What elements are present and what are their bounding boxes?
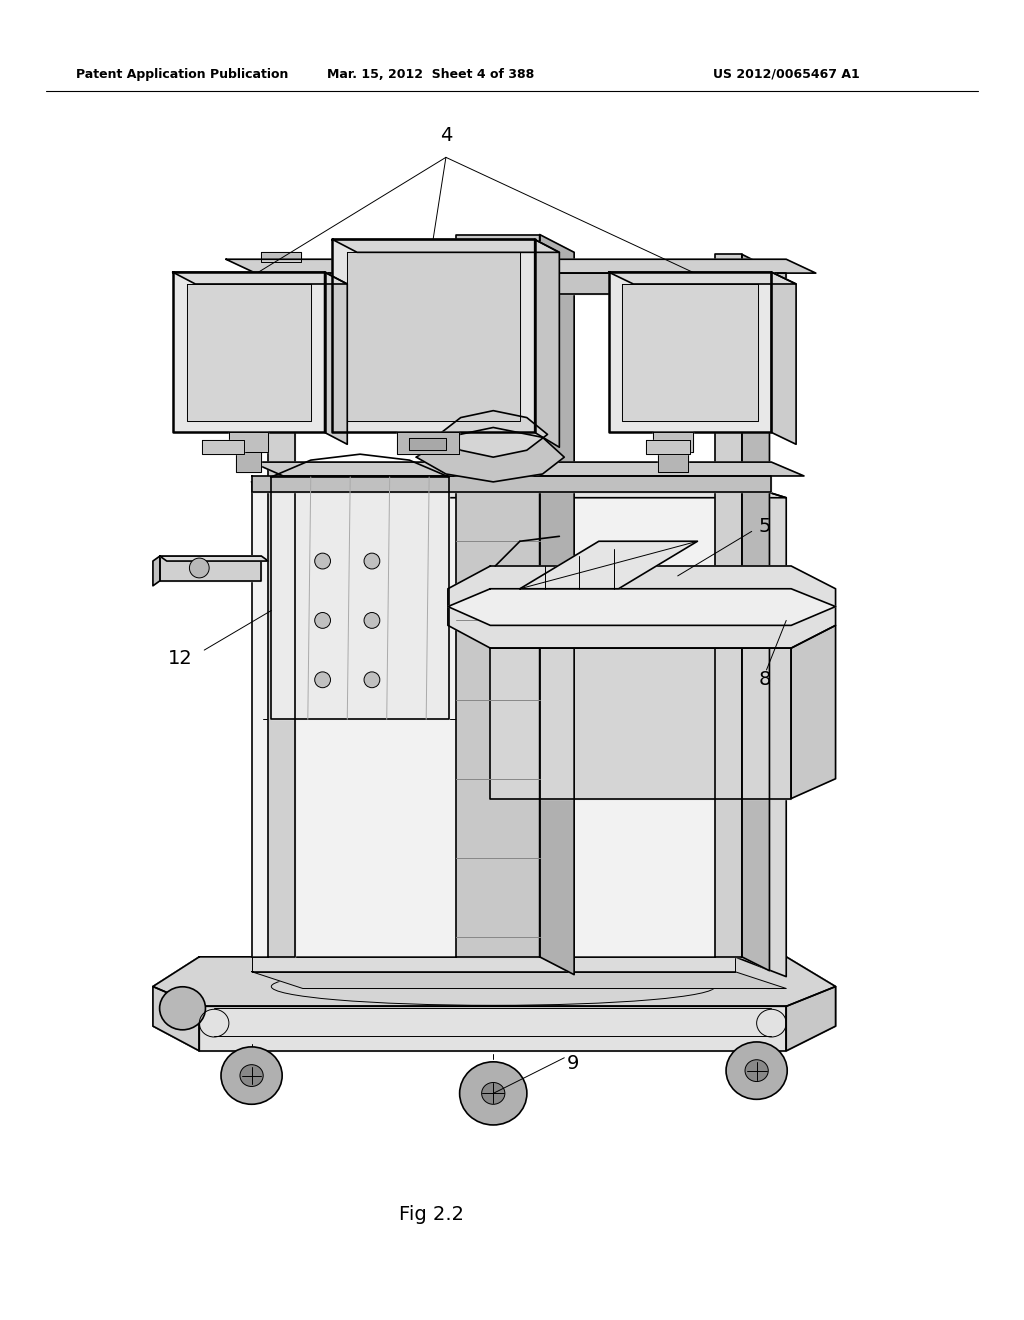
Polygon shape <box>333 239 535 433</box>
Polygon shape <box>439 411 548 457</box>
Polygon shape <box>447 566 836 648</box>
Polygon shape <box>252 972 786 989</box>
Text: Fig 2.2: Fig 2.2 <box>398 1205 464 1224</box>
Polygon shape <box>153 957 836 1051</box>
Text: Mar. 15, 2012  Sheet 4 of 388: Mar. 15, 2012 Sheet 4 of 388 <box>328 67 535 81</box>
Polygon shape <box>608 272 796 284</box>
Polygon shape <box>646 441 689 454</box>
Ellipse shape <box>160 987 206 1030</box>
Polygon shape <box>735 482 786 977</box>
Polygon shape <box>608 272 771 433</box>
Polygon shape <box>173 272 325 433</box>
Polygon shape <box>252 462 804 477</box>
Ellipse shape <box>460 1061 527 1125</box>
Polygon shape <box>226 259 816 273</box>
Polygon shape <box>252 477 771 492</box>
Polygon shape <box>236 453 261 473</box>
Text: Patent Application Publication: Patent Application Publication <box>76 67 289 81</box>
Polygon shape <box>229 433 268 453</box>
Ellipse shape <box>481 1082 505 1105</box>
Polygon shape <box>771 272 796 445</box>
Polygon shape <box>153 556 160 586</box>
Polygon shape <box>447 589 836 626</box>
Circle shape <box>365 612 380 628</box>
Polygon shape <box>715 255 741 957</box>
Text: 4: 4 <box>439 127 453 145</box>
Polygon shape <box>540 235 574 974</box>
Polygon shape <box>261 252 301 263</box>
Polygon shape <box>203 441 244 454</box>
Polygon shape <box>347 252 520 421</box>
Text: 9: 9 <box>567 1055 580 1073</box>
Circle shape <box>314 612 331 628</box>
Polygon shape <box>490 648 792 799</box>
Circle shape <box>365 553 380 569</box>
Polygon shape <box>325 272 347 445</box>
Polygon shape <box>623 284 758 421</box>
Polygon shape <box>396 433 459 454</box>
Circle shape <box>314 672 331 688</box>
Polygon shape <box>187 284 310 421</box>
Polygon shape <box>153 986 200 1051</box>
Polygon shape <box>252 957 735 972</box>
Circle shape <box>365 672 380 688</box>
Circle shape <box>314 553 331 569</box>
Text: 5: 5 <box>759 517 771 536</box>
Circle shape <box>189 558 209 578</box>
Ellipse shape <box>726 1041 787 1100</box>
Polygon shape <box>417 428 564 482</box>
Polygon shape <box>792 626 836 799</box>
Ellipse shape <box>221 1047 283 1105</box>
Polygon shape <box>160 556 268 561</box>
Polygon shape <box>653 433 692 453</box>
Polygon shape <box>741 255 769 970</box>
Polygon shape <box>658 453 687 473</box>
Polygon shape <box>333 239 559 252</box>
Polygon shape <box>786 986 836 1051</box>
Polygon shape <box>271 477 449 719</box>
Text: 8: 8 <box>759 671 771 689</box>
Polygon shape <box>456 235 540 957</box>
Polygon shape <box>535 239 559 447</box>
Polygon shape <box>226 273 786 294</box>
Ellipse shape <box>240 1065 263 1086</box>
Polygon shape <box>160 556 261 581</box>
Polygon shape <box>520 541 697 589</box>
Polygon shape <box>200 1006 786 1051</box>
Polygon shape <box>252 482 735 957</box>
Text: US 2012/0065467 A1: US 2012/0065467 A1 <box>713 67 859 81</box>
Polygon shape <box>173 272 347 284</box>
Polygon shape <box>252 482 786 498</box>
Polygon shape <box>153 957 836 1006</box>
Polygon shape <box>410 438 445 450</box>
Ellipse shape <box>745 1060 768 1081</box>
Polygon shape <box>268 255 295 957</box>
Text: 12: 12 <box>168 648 193 668</box>
